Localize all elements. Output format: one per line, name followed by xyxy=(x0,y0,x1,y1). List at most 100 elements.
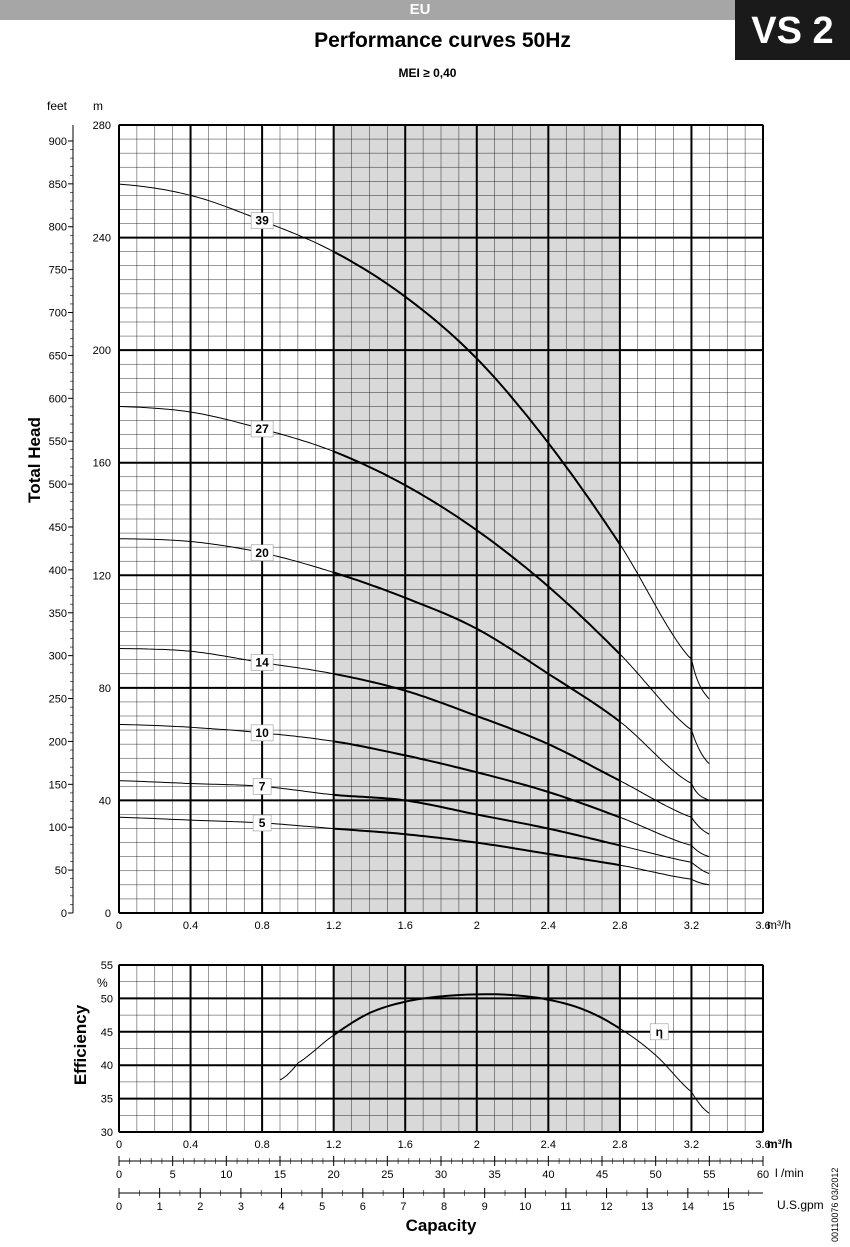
x-tick-label: 1.2 xyxy=(326,1139,341,1151)
head-curve-10 xyxy=(333,740,621,819)
head-curve-39 xyxy=(333,250,621,545)
x-tick-label: 0.8 xyxy=(254,920,269,932)
x-axis-unit: m³/h xyxy=(767,1137,792,1151)
curve-label-14: 14 xyxy=(255,656,269,670)
usgpm-scale-tick-label: 8 xyxy=(441,1201,447,1213)
efficiency-curve xyxy=(619,1028,710,1114)
usgpm-scale-tick-label: 2 xyxy=(197,1201,203,1213)
curve-label-14-box xyxy=(250,654,274,671)
x-tick-label: 0 xyxy=(116,920,122,932)
eff-y-tick-label: 30 xyxy=(101,1127,113,1139)
feet-unit-label: feet xyxy=(47,99,68,113)
lmin-scale-tick-label: 35 xyxy=(489,1169,501,1181)
head-curve-20 xyxy=(333,571,621,723)
meter-unit-label: m xyxy=(93,99,103,113)
eff-y-tick-label: 45 xyxy=(101,1027,113,1039)
y-tick-label-feet: 750 xyxy=(49,265,67,277)
y-tick-label-feet: 400 xyxy=(49,565,67,577)
x-tick-label: 1.6 xyxy=(398,1139,413,1151)
head-curve-27 xyxy=(118,405,334,452)
head-curve-20 xyxy=(619,721,710,801)
x-tick-label: 3.6 xyxy=(755,920,770,932)
eff-y-tick-label: 35 xyxy=(101,1094,113,1106)
x-tick-label: 3.2 xyxy=(684,920,699,932)
y-tick-label-feet: 900 xyxy=(49,136,67,148)
chart-subtitle: MEI ≥ 0,40 xyxy=(398,66,457,80)
usgpm-scale-tick-label: 6 xyxy=(360,1201,366,1213)
curve-label-27-box xyxy=(250,420,274,438)
y-tick-label-feet: 550 xyxy=(49,436,67,448)
y-tick-label-feet: 850 xyxy=(49,179,67,191)
chart-title: Performance curves 50Hz xyxy=(314,29,571,52)
head-curve-14 xyxy=(333,672,621,782)
usgpm-scale-tick-label: 0 xyxy=(116,1201,122,1213)
efficiency-curve xyxy=(279,1034,335,1081)
y-tick-label-feet: 350 xyxy=(49,608,67,620)
efficiency-curve xyxy=(333,993,621,1036)
usgpm-scale-tick-label: 3 xyxy=(238,1201,244,1213)
header-bar xyxy=(0,0,735,20)
y-tick-label-feet: 450 xyxy=(49,522,67,534)
lmin-unit-label: l /min xyxy=(775,1166,804,1180)
usgpm-scale-tick-label: 11 xyxy=(560,1201,571,1213)
lmin-scale-tick-label: 30 xyxy=(435,1169,447,1181)
y-tick-label-m: 0 xyxy=(105,908,111,920)
lmin-scale-tick-label: 15 xyxy=(274,1169,286,1181)
usgpm-scale-tick-label: 13 xyxy=(641,1201,653,1213)
head-curve-20 xyxy=(118,538,334,573)
x-tick-label: 2.8 xyxy=(612,1139,627,1151)
head-curve-10 xyxy=(118,723,334,742)
usgpm-scale-tick-label: 5 xyxy=(319,1201,325,1213)
lmin-scale-tick-label: 5 xyxy=(170,1169,176,1181)
head-chart: 0 0.4 0.8 1.2 1.6 2 2.4 2.8 3.2 3.6m³/h 0 40 80 120 16… xyxy=(25,99,791,932)
usgpm-unit-label: U.S.gpm xyxy=(777,1198,824,1212)
x-tick-label: 2.8 xyxy=(612,920,627,932)
y-tick-label-feet: 250 xyxy=(49,694,67,706)
x-tick-label: 2.4 xyxy=(541,1139,556,1151)
y-tick-label-feet: 650 xyxy=(49,350,67,362)
lmin-scale-tick-label: 55 xyxy=(703,1169,715,1181)
y-tick-label-feet: 0 xyxy=(61,908,67,920)
usgpm-scale-tick-label: 14 xyxy=(682,1201,694,1213)
x-tick-label: 1.6 xyxy=(398,920,413,932)
head-curve-39 xyxy=(619,544,710,700)
y-tick-label-feet: 300 xyxy=(49,651,67,663)
usgpm-scale-tick-label: 1 xyxy=(157,1201,163,1213)
y-tick-label-m: 80 xyxy=(99,683,111,695)
y-tick-label-feet: 700 xyxy=(49,308,67,320)
x-tick-label: 2 xyxy=(474,920,480,932)
head-curve-7 xyxy=(118,780,334,796)
y-tick-label-feet: 150 xyxy=(49,779,67,791)
y-tick-label-feet: 200 xyxy=(49,736,67,748)
x-tick-label: 3.2 xyxy=(684,1139,699,1151)
x-tick-label: 0 xyxy=(116,1139,122,1151)
y-tick-label-m: 40 xyxy=(99,795,111,807)
usgpm-scale-tick-label: 9 xyxy=(482,1201,488,1213)
x-tick-label: 2.4 xyxy=(541,920,556,932)
head-curve-14 xyxy=(118,648,334,675)
x-axis-title: Capacity xyxy=(406,1216,477,1235)
usgpm-scale-tick-label: 4 xyxy=(278,1201,284,1213)
plot-frame xyxy=(118,124,764,914)
lmin-scale-tick-label: 10 xyxy=(220,1169,232,1181)
x-tick-label: 2 xyxy=(474,1139,480,1151)
curve-label-10: 10 xyxy=(255,726,269,740)
lmin-scale-tick-label: 60 xyxy=(757,1169,769,1181)
curve-label-5-box xyxy=(252,814,272,832)
curve-label-20-box xyxy=(250,544,274,562)
usgpm-scale-tick-label: 15 xyxy=(722,1201,734,1213)
y-tick-label-m: 200 xyxy=(93,345,111,357)
curve-label-5: 5 xyxy=(259,816,266,830)
x-tick-label: 3.6 xyxy=(755,1139,770,1151)
region-label: EU xyxy=(409,1,431,18)
lmin-scale-tick-label: 25 xyxy=(381,1169,393,1181)
lmin-scale-tick-label: 40 xyxy=(542,1169,554,1181)
head-curve-14 xyxy=(619,780,710,835)
x-tick-label: 0.4 xyxy=(183,920,198,932)
x-tick-label: 0.8 xyxy=(254,1139,269,1151)
curve-label-7-box xyxy=(252,778,272,795)
head-curve-27 xyxy=(333,450,621,655)
y-tick-label-feet: 800 xyxy=(49,222,67,234)
head-curve-7 xyxy=(619,845,710,875)
